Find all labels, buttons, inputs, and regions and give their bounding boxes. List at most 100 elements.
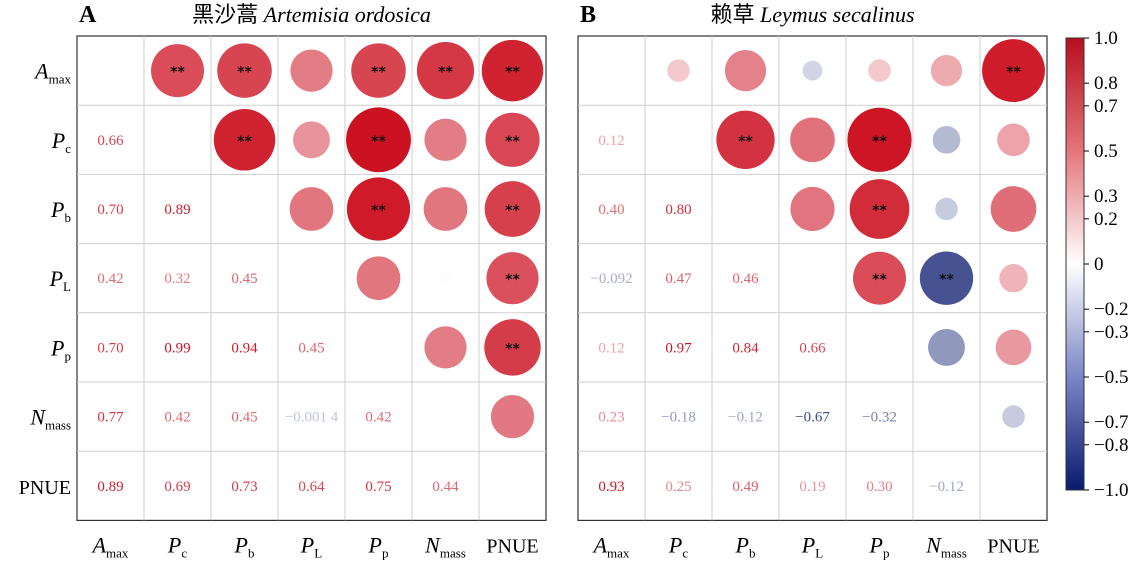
corr-circle bbox=[490, 394, 535, 439]
corr-circle bbox=[1002, 405, 1025, 428]
significance-stars: ** bbox=[371, 134, 386, 150]
corr-circle bbox=[289, 187, 334, 231]
corr-circle bbox=[484, 181, 541, 237]
y-tick-label: PNUE bbox=[19, 477, 71, 499]
x-tick-label: Amax bbox=[91, 532, 129, 560]
corr-value: 0.42 bbox=[97, 271, 123, 287]
significance-stars: ** bbox=[371, 65, 386, 81]
corr-value: 0.19 bbox=[799, 479, 825, 495]
corr-circle bbox=[424, 118, 467, 161]
corr-circle bbox=[849, 179, 910, 239]
panel-title: 黑沙蒿 Artemisia ordosica bbox=[192, 2, 431, 27]
corr-circle bbox=[481, 39, 544, 102]
corr-circle bbox=[716, 110, 775, 169]
colorbar-tick-label: −1.0 bbox=[1094, 480, 1128, 501]
panel-title: 赖草 Leymus secalinus bbox=[710, 2, 914, 27]
significance-stars: ** bbox=[371, 203, 386, 219]
significance-stars: ** bbox=[237, 134, 252, 150]
corr-circle bbox=[790, 186, 835, 232]
corr-circle bbox=[919, 251, 974, 305]
y-tick-label: Pc bbox=[51, 128, 71, 156]
x-tick-label: Nmass bbox=[925, 532, 967, 560]
significance-stars: ** bbox=[872, 272, 887, 288]
corr-circle bbox=[351, 43, 406, 98]
corr-circle bbox=[999, 263, 1028, 293]
corr-circle bbox=[346, 107, 411, 173]
x-tick-label: Amax bbox=[592, 532, 630, 560]
corr-circle bbox=[424, 326, 467, 369]
corr-circle bbox=[932, 125, 961, 154]
corr-value: 0.45 bbox=[298, 340, 324, 356]
corr-circle bbox=[485, 112, 540, 167]
panel-title-latin: Leymus secalinus bbox=[759, 2, 915, 27]
colorbar-tick-label: 0 bbox=[1094, 254, 1104, 275]
x-tick-label: PL bbox=[300, 532, 322, 560]
corr-value: 0.47 bbox=[665, 271, 692, 287]
x-tick-label: Pc bbox=[668, 532, 688, 560]
corr-circle bbox=[423, 187, 468, 231]
colorbar-tick-label: 0.8 bbox=[1094, 73, 1118, 94]
x-tick-label: Pp bbox=[869, 532, 890, 560]
corr-circle bbox=[990, 186, 1037, 232]
panel-title-latin: Artemisia ordosica bbox=[262, 2, 431, 27]
panel-frame bbox=[577, 35, 1048, 521]
significance-stars: ** bbox=[438, 65, 453, 81]
significance-stars: ** bbox=[939, 272, 954, 288]
corr-circle bbox=[928, 328, 965, 366]
y-tick-label: Pp bbox=[50, 335, 71, 363]
corr-circle bbox=[486, 252, 539, 305]
corr-value: −0.12 bbox=[929, 479, 964, 495]
corr-circle bbox=[151, 44, 204, 98]
corr-value: 0.66 bbox=[97, 133, 124, 149]
corr-value: 0.42 bbox=[164, 410, 190, 426]
corr-value: 0.75 bbox=[365, 479, 391, 495]
corr-circle bbox=[438, 271, 453, 286]
corr-value: 0.84 bbox=[732, 340, 759, 356]
corr-circle bbox=[293, 121, 330, 159]
corr-circle bbox=[847, 107, 912, 172]
corr-value: 0.23 bbox=[598, 410, 624, 426]
corr-value: 0.30 bbox=[866, 479, 892, 495]
x-tick-label: Pb bbox=[735, 532, 756, 560]
panel-label: B bbox=[580, 2, 596, 28]
corr-circle bbox=[790, 117, 835, 163]
x-tick-label: Pp bbox=[368, 532, 389, 560]
corr-circle bbox=[724, 49, 767, 92]
corr-value: 0.77 bbox=[97, 410, 124, 426]
corr-circle bbox=[853, 251, 906, 305]
corr-value: 0.46 bbox=[732, 271, 759, 287]
corr-circle bbox=[868, 59, 891, 82]
corr-value: 0.12 bbox=[598, 340, 624, 356]
corr-value: 0.45 bbox=[231, 410, 257, 426]
corr-circle bbox=[346, 177, 411, 241]
colorbar-tick-label: −0.3 bbox=[1094, 322, 1128, 343]
x-tick-label: PNUE bbox=[486, 535, 538, 557]
corr-value: 0.32 bbox=[164, 271, 190, 287]
significance-stars: ** bbox=[170, 65, 185, 81]
corr-value: 0.12 bbox=[598, 133, 624, 149]
y-tick-label: Amax bbox=[33, 59, 71, 87]
corr-circle bbox=[802, 60, 823, 81]
significance-stars: ** bbox=[738, 134, 753, 150]
colorbar-tick-label: −0.5 bbox=[1094, 367, 1128, 388]
corr-value: 0.80 bbox=[665, 202, 691, 218]
colorbar-tick-label: 1.0 bbox=[1094, 28, 1118, 49]
panel-a-artemisia: A 黑沙蒿 Artemisia ordosica ** ** ** ** ** ** ** ** *… bbox=[19, 2, 547, 560]
panel-frame bbox=[76, 35, 547, 521]
corr-circle bbox=[484, 319, 541, 376]
corr-value: −0.67 bbox=[795, 410, 830, 426]
significance-stars: ** bbox=[872, 134, 887, 150]
corr-value: 0.89 bbox=[97, 479, 123, 495]
x-tick-label: PNUE bbox=[987, 535, 1039, 557]
corr-value: −0.001 4 bbox=[285, 410, 339, 426]
corr-value: 0.45 bbox=[231, 271, 257, 287]
panel-b-leymus: B 赖草 Leymus secalinus ** ** ** ** ** ** 0.12 0.40… bbox=[577, 2, 1048, 560]
corr-circle bbox=[995, 329, 1032, 366]
significance-stars: ** bbox=[505, 272, 520, 288]
corr-value: 0.69 bbox=[164, 479, 190, 495]
x-tick-label: Pb bbox=[234, 532, 255, 560]
colorbar-tick-label: 0.5 bbox=[1094, 141, 1118, 162]
corr-value: 0.40 bbox=[598, 202, 624, 218]
corr-value: 0.89 bbox=[164, 202, 190, 218]
